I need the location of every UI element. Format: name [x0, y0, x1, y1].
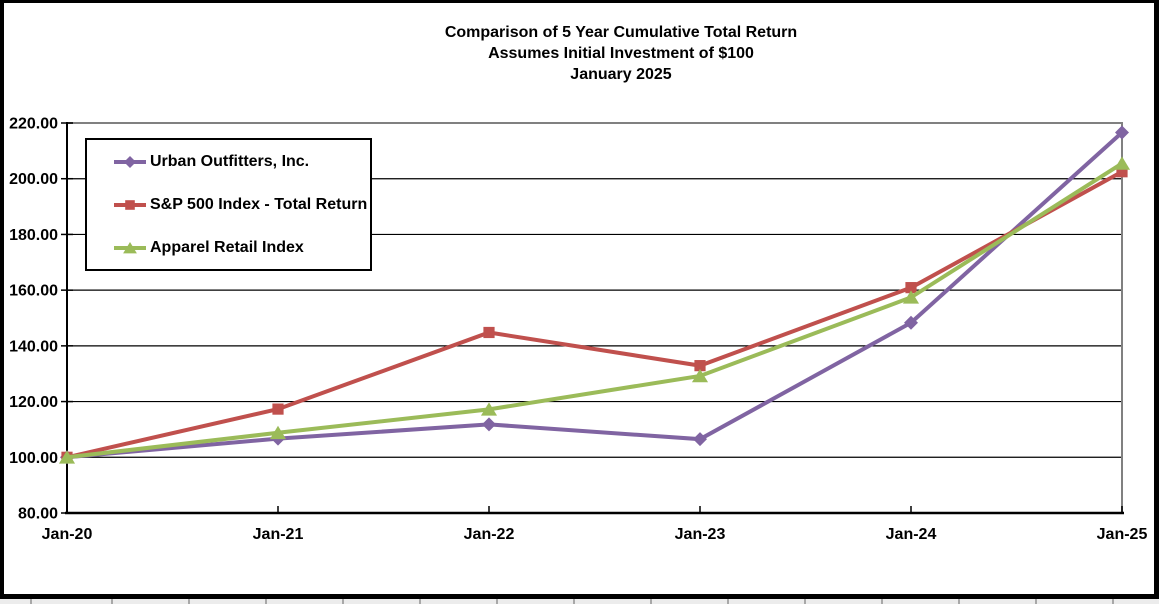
chart-title-line3: January 2025	[570, 66, 672, 83]
series-2	[58, 156, 1131, 464]
legend-label-urban-outfitters: Urban Outfitters, Inc.	[150, 152, 310, 170]
data-point-marker	[482, 417, 496, 432]
legend-item-sp500: S&P 500 Index - Total Return	[87, 183, 370, 226]
legend-triangle-marker-icon	[114, 241, 146, 253]
legend-item-urban-outfitters: Urban Outfitters, Inc.	[87, 140, 370, 183]
legend-diamond-marker-icon	[114, 155, 146, 168]
data-point-marker	[693, 432, 707, 447]
data-point-marker	[1113, 156, 1131, 170]
chart-title-line2: Assumes Initial Investment of $100	[488, 45, 754, 62]
data-point-marker	[269, 425, 287, 440]
legend-label-apparel-retail: Apparel Retail Index	[150, 238, 304, 256]
data-point-marker	[480, 402, 498, 416]
legend-square-marker-icon	[114, 199, 146, 210]
data-point-marker	[483, 326, 495, 339]
x-tick-label: Jan-24	[886, 526, 937, 543]
y-tick-label: 120.00	[9, 394, 58, 411]
chart-legend: Urban Outfitters, Inc. S&P 500 Index - T…	[85, 138, 372, 271]
series-line	[66, 130, 1124, 460]
data-point-marker	[1115, 125, 1129, 140]
x-tick-label: Jan-23	[675, 526, 726, 543]
y-tick-label: 100.00	[9, 450, 58, 467]
chart-title: Comparison of 5 Year Cumulative Total Re…	[445, 22, 797, 85]
y-tick-label: 80.00	[18, 506, 58, 523]
data-point-marker	[904, 315, 918, 330]
y-tick-label: 140.00	[9, 338, 58, 355]
chart-title-line1: Comparison of 5 Year Cumulative Total Re…	[444, 24, 798, 41]
data-point-marker	[694, 360, 706, 372]
data-point-marker	[905, 282, 917, 294]
y-tick-label: 200.00	[9, 171, 58, 188]
legend-label-sp500: S&P 500 Index - Total Return	[150, 195, 368, 213]
y-tick-label: 160.00	[9, 283, 58, 300]
legend-item-apparel-retail: Apparel Retail Index	[87, 226, 370, 269]
data-point-marker	[691, 368, 709, 383]
x-tick-label: Jan-20	[42, 526, 93, 543]
y-tick-label: 220.00	[9, 116, 58, 133]
worksheet-edge-strip	[0, 599, 1159, 604]
series-line	[66, 161, 1124, 460]
data-point-marker	[272, 403, 284, 415]
data-point-marker	[58, 450, 76, 464]
x-tick-label: Jan-21	[253, 526, 304, 543]
y-tick-label: 180.00	[9, 227, 58, 244]
series-line	[66, 169, 1123, 460]
x-tick-label: Jan-25	[1097, 526, 1148, 543]
x-tick-label: Jan-22	[464, 526, 515, 543]
data-point-marker	[902, 290, 920, 304]
